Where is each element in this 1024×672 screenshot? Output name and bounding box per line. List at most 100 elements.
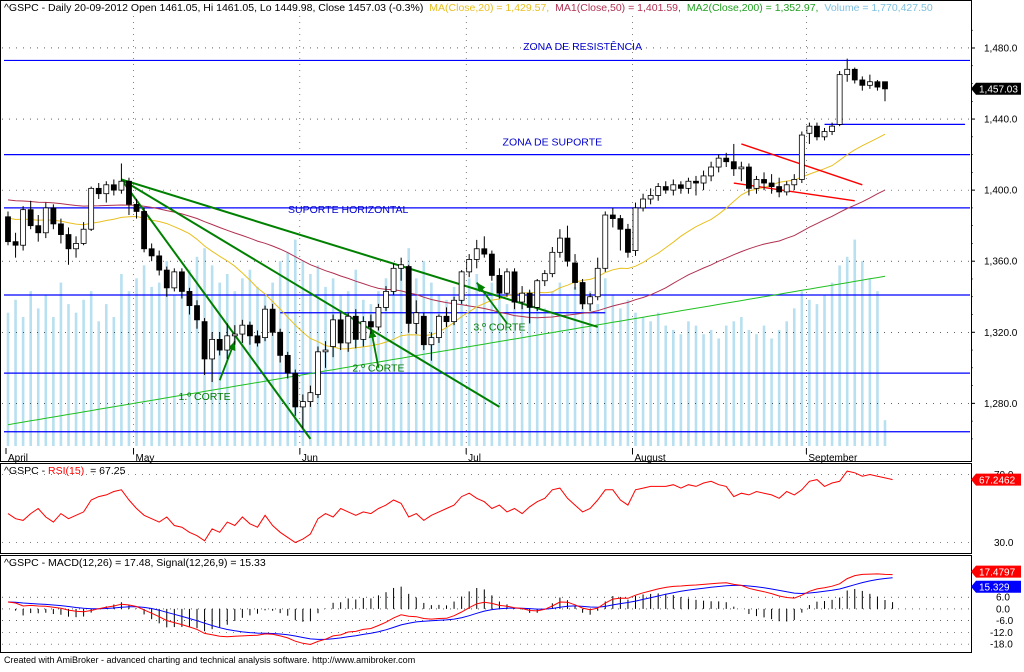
volume-bar — [747, 329, 751, 446]
volume-bar — [853, 239, 857, 446]
rsi-header: ^GSPC - RSI(15) = 67.25 — [4, 465, 126, 477]
macd-axis-label: 0.0 — [996, 604, 1010, 615]
candle-body-down — [194, 305, 200, 321]
month-label: May — [136, 453, 155, 464]
last-price-badge: 1,457.03 — [979, 85, 1018, 96]
volume-bar — [551, 291, 554, 446]
candle-body-down — [723, 157, 730, 163]
price-axis-label: 1,360.0 — [984, 257, 1018, 268]
candle-body-down — [141, 211, 147, 250]
month-label: September — [808, 453, 858, 464]
candle-body-up — [42, 207, 49, 234]
volume-bar — [724, 325, 728, 446]
ma20-line — [7, 133, 886, 350]
candle-body-down — [12, 241, 19, 246]
candle-body-down — [526, 292, 533, 308]
volume-bar — [558, 282, 562, 446]
volume-bar — [346, 291, 350, 446]
candle-body-up — [315, 351, 321, 395]
candle-body-up — [330, 319, 336, 347]
volume-bar — [566, 295, 569, 446]
candle-body-down — [95, 187, 102, 195]
candle-body-up — [171, 271, 178, 289]
volume-bar — [830, 282, 834, 446]
volume-bar — [483, 291, 486, 446]
corte-arrowhead — [476, 282, 486, 293]
candle-body-down — [156, 255, 163, 271]
price-axis-label: 1,320.0 — [984, 328, 1018, 339]
volume-bar — [67, 304, 70, 446]
candle-body-up — [360, 321, 367, 340]
candle-body-up — [700, 175, 707, 184]
candle-body-down — [617, 218, 624, 230]
candle-body-up — [322, 349, 329, 353]
candle-body-up — [375, 307, 382, 328]
grid-lines — [2, 16, 970, 645]
volume-bar — [475, 274, 479, 446]
price-header: ^GSPC - Daily 20-09-2012 Open 1461.05, H… — [4, 2, 933, 14]
price-axis-label: 1,480.0 — [984, 43, 1018, 54]
volume-bar — [619, 308, 622, 446]
candle-body-down — [693, 180, 699, 184]
rsi-header-name: RSI(15) — [48, 465, 84, 477]
volume-bar — [656, 312, 660, 446]
rsi-pane-frame — [0, 463, 972, 554]
candle-body-up — [307, 392, 314, 402]
candle-body-up — [632, 207, 639, 251]
volume-bar — [384, 278, 388, 446]
candle-body-up — [806, 125, 813, 134]
ma50-header: MA1(Close,50) = 1,401.59, — [555, 2, 681, 14]
macd-pane-frame — [0, 555, 972, 653]
candle-body-down — [882, 81, 888, 90]
volume-bar — [120, 274, 123, 446]
candle-body-down — [625, 228, 631, 253]
candle-body-down — [148, 248, 155, 257]
macd-header: ^GSPC - MACD(12,26) = 17.48, Signal(12,2… — [4, 557, 266, 569]
macd-axis-label: -18.0 — [990, 640, 1013, 651]
volume-bar — [89, 291, 93, 446]
candle-body-up — [783, 184, 790, 193]
volume-bar — [369, 304, 373, 446]
volume-bar — [157, 282, 161, 446]
candle-body-down — [405, 266, 412, 324]
chart-annotation: SUPORTE HORIZONTAL — [288, 204, 409, 216]
volume-bar — [6, 312, 10, 446]
volume-bar — [271, 282, 274, 446]
candle-body-up — [458, 271, 465, 301]
volume-bar — [180, 278, 184, 446]
candle-body-up — [541, 273, 548, 282]
volume-bar — [392, 274, 395, 446]
signal-line — [7, 577, 893, 640]
candle-body-up — [299, 401, 306, 408]
volume-bar — [293, 239, 297, 446]
price-axis-label: 1,440.0 — [984, 115, 1018, 126]
volume-bar — [755, 334, 758, 446]
candle-body-down — [874, 81, 881, 88]
fan-trendline — [120, 178, 312, 440]
candle-body-up — [398, 264, 405, 269]
candle-body-down — [677, 184, 684, 189]
candle-body-up — [670, 184, 677, 191]
volume-bar — [29, 291, 32, 446]
candle-body-up — [239, 324, 246, 335]
volume-bar — [36, 308, 40, 446]
macd-axis-label: 6.0 — [996, 593, 1010, 604]
candle-body-down — [496, 275, 503, 294]
volume-bar — [498, 278, 501, 446]
volume-bar — [868, 278, 872, 446]
volume-bar — [104, 304, 108, 446]
volume-bar — [513, 295, 516, 446]
candle-body-up — [466, 259, 473, 273]
volume-bar — [286, 252, 290, 446]
candle-body-up — [798, 134, 805, 180]
rsi-value-badge-bg — [971, 473, 1021, 486]
candle-body-down — [163, 269, 170, 289]
candle-body-up — [587, 296, 594, 305]
candle-body-up — [20, 209, 27, 246]
rsi-value-badge: 67.2462 — [979, 475, 1016, 486]
candle-body-up — [473, 248, 480, 260]
candle-body-up — [844, 68, 851, 76]
price-axis: 1,480.0 1,440.0 1,400.0 1,360.0 1,320.0 1,280… — [971, 29, 1018, 651]
volume-bar — [815, 304, 819, 446]
